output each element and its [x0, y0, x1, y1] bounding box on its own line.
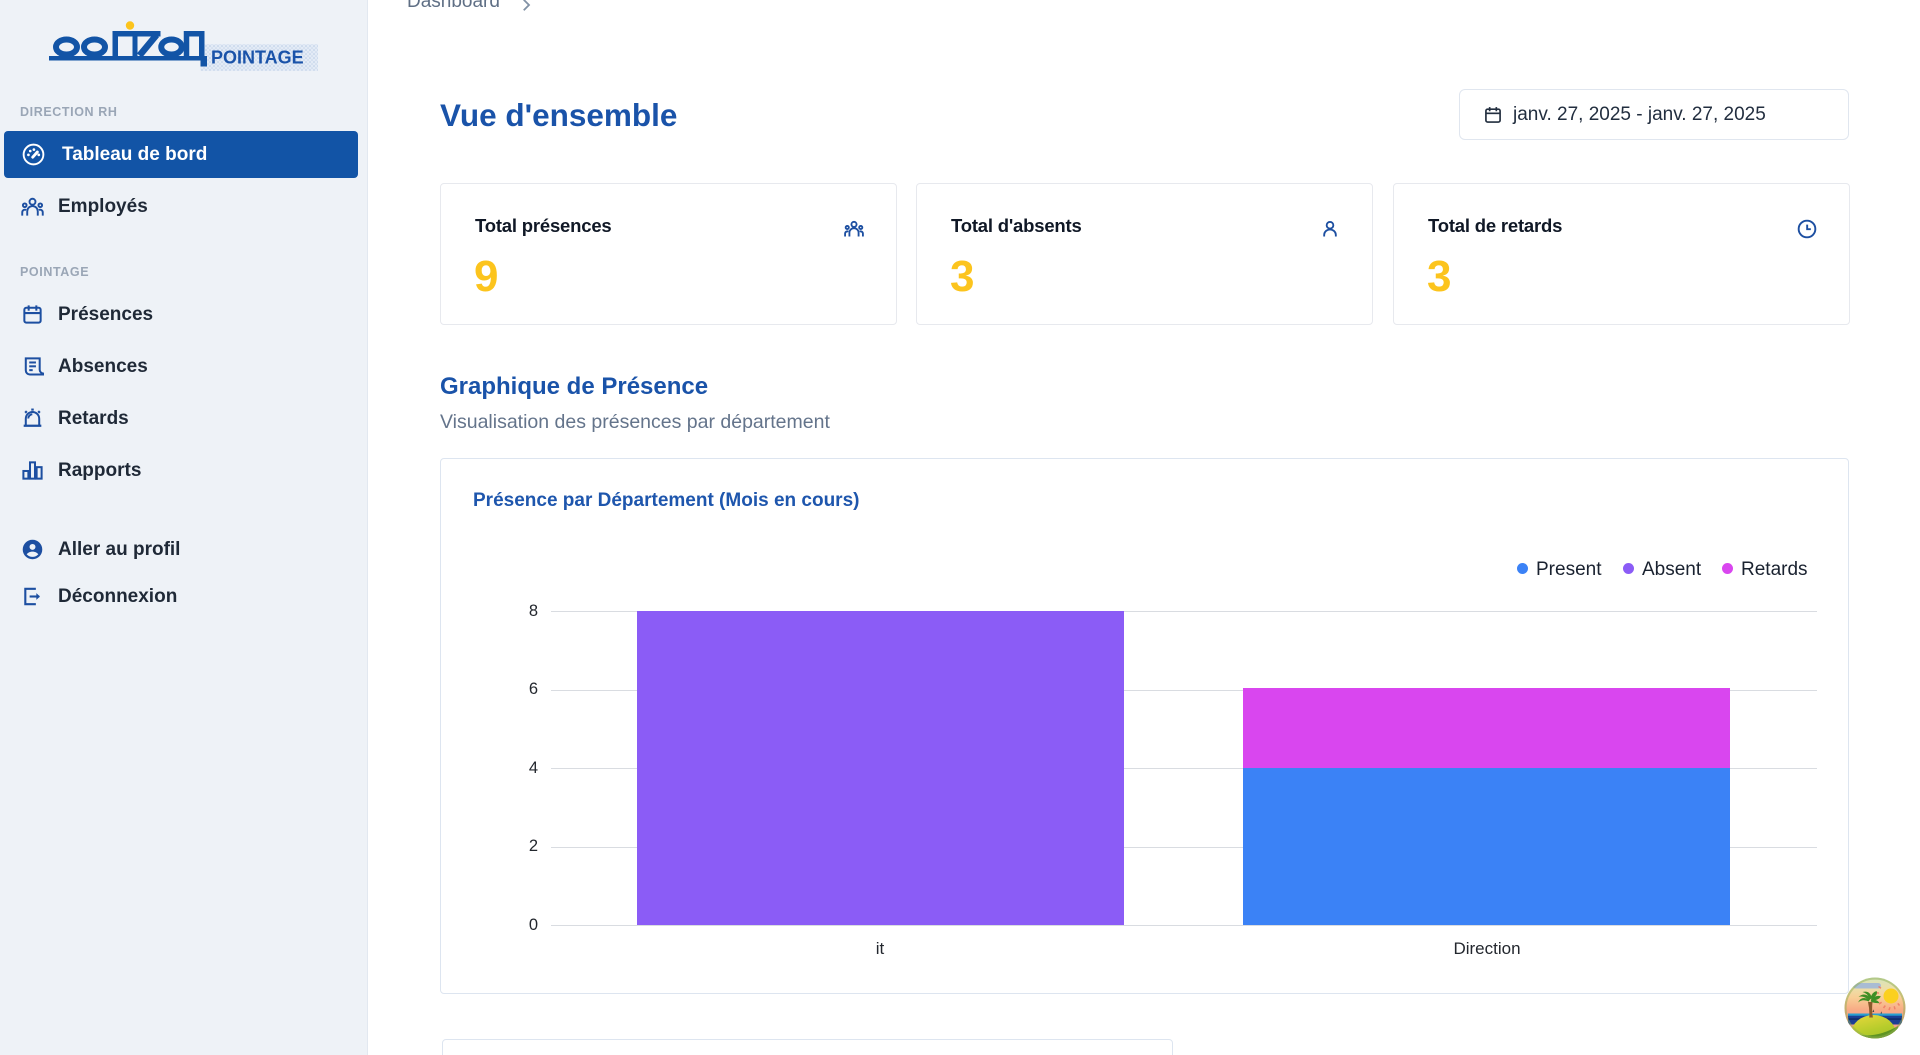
svg-text:POINTAGE: POINTAGE — [211, 48, 304, 68]
